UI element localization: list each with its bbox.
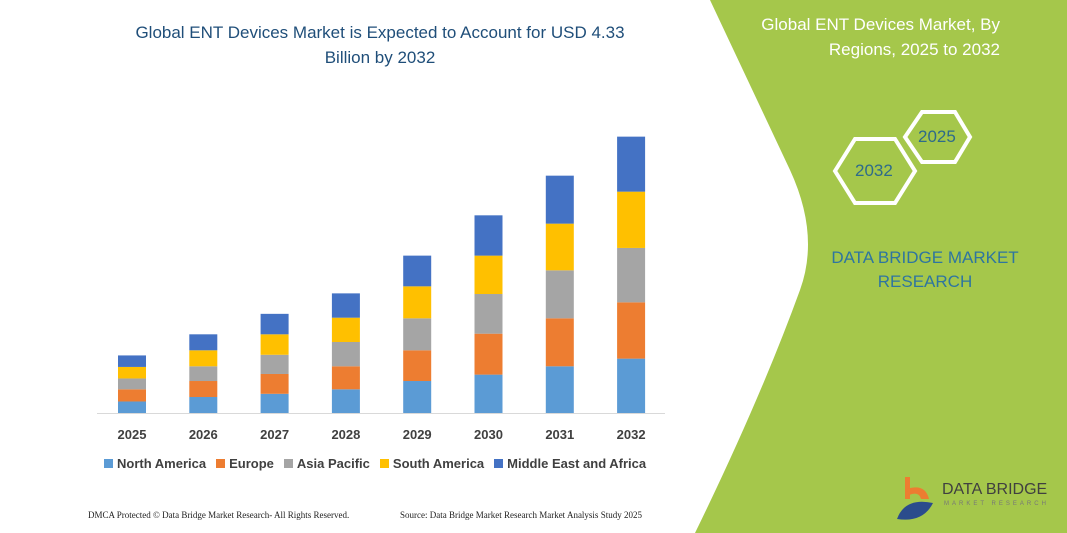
bar-2025-asia-pacific xyxy=(118,378,146,390)
legend-label: South America xyxy=(392,456,485,471)
legend-label: Asia Pacific xyxy=(296,456,370,471)
bar-2028-middle-east-and-africa xyxy=(331,293,360,318)
legend-label: Middle East and Africa xyxy=(507,456,647,471)
legend-label: North America xyxy=(117,456,207,471)
bar-2031-south-america xyxy=(545,223,574,271)
legend-item: Middle East and Africa xyxy=(494,456,646,471)
bar-2026-asia-pacific xyxy=(189,366,218,382)
logo-subtext: MARKET RESEARCH xyxy=(944,501,1049,507)
hex-year-2025: 2025 xyxy=(918,127,956,146)
bar-2025-south-america xyxy=(118,366,146,379)
bar-2027-asia-pacific xyxy=(260,354,289,374)
logo-text: DATA BRIDGE xyxy=(942,481,1048,498)
bar-2026-europe xyxy=(189,381,218,398)
legend-item: South America xyxy=(379,456,485,471)
bar-2028-south-america xyxy=(331,317,360,342)
legend-swatch xyxy=(283,459,293,468)
bar-2029-north-america xyxy=(403,381,432,413)
bar-2029-europe xyxy=(403,350,432,382)
legend-swatch xyxy=(379,459,389,468)
x-tick-label: 2027 xyxy=(260,427,289,442)
x-tick-label: 2028 xyxy=(331,427,360,442)
bar-2032-asia-pacific xyxy=(617,247,646,303)
legend-item: Europe xyxy=(216,456,274,471)
bar-2028-north-america xyxy=(331,389,360,413)
data-bridge-logo-icon xyxy=(897,477,933,520)
legend-item: Asia Pacific xyxy=(283,456,370,471)
bar-2028-asia-pacific xyxy=(331,341,360,367)
bar-2027-middle-east-and-africa xyxy=(260,313,289,335)
bar-2025-europe xyxy=(118,389,146,402)
bar-2031-north-america xyxy=(545,366,574,413)
bar-2028-europe xyxy=(331,366,360,390)
footer-copyright: DMCA Protected © Data Bridge Market Rese… xyxy=(88,510,350,520)
x-tick-label: 2025 xyxy=(118,427,147,442)
stacked-bar-chart: 2025 2026 2027 2028 2029 2030 2031 2032 xyxy=(97,136,665,442)
legend-swatch xyxy=(216,459,226,468)
x-tick-label: 2031 xyxy=(545,427,574,442)
x-tick-label: 2026 xyxy=(189,427,218,442)
bar-2027-north-america xyxy=(260,393,289,413)
hex-year-2032: 2032 xyxy=(855,161,893,180)
footer-source: Source: Data Bridge Market Research Mark… xyxy=(400,510,642,520)
bar-2030-middle-east-and-africa xyxy=(474,215,503,256)
bar-2030-south-america xyxy=(474,255,503,295)
brand-text: DATA BRIDGE MARKET RESEARCH xyxy=(831,248,1019,291)
bar-2032-north-america xyxy=(617,358,646,413)
bar-2032-south-america xyxy=(617,191,646,248)
bar-2032-europe xyxy=(617,302,646,359)
bar-2029-asia-pacific xyxy=(403,318,432,351)
bar-2032-middle-east-and-africa xyxy=(617,136,646,192)
side-panel-title: Global ENT Devices Market, By Regions, 2… xyxy=(761,15,1000,59)
bar-2026-north-america xyxy=(189,397,218,413)
bar-2029-middle-east-and-africa xyxy=(403,255,432,287)
bar-2030-asia-pacific xyxy=(474,294,503,334)
bar-2027-south-america xyxy=(260,334,289,355)
bar-2025-middle-east-and-africa xyxy=(118,355,146,367)
bar-2027-europe xyxy=(260,373,289,394)
bar-2030-europe xyxy=(474,333,503,375)
bar-2031-europe xyxy=(545,318,574,367)
x-tick-label: 2032 xyxy=(617,427,646,442)
bar-2030-north-america xyxy=(474,374,503,413)
hexagon-2025 xyxy=(902,110,973,164)
x-tick-label: 2030 xyxy=(474,427,503,442)
bar-2029-south-america xyxy=(403,286,432,319)
legend-swatch xyxy=(104,459,113,468)
hexagon-2032 xyxy=(832,137,918,205)
bar-2026-middle-east-and-africa xyxy=(189,334,218,351)
chart-title: Global ENT Devices Market is Expected to… xyxy=(135,23,625,67)
legend-item: North America xyxy=(104,456,206,471)
legend: North America Europe Asia Pacific South Ame… xyxy=(104,456,646,471)
bar-2031-asia-pacific xyxy=(545,270,574,319)
legend-swatch xyxy=(494,459,504,468)
bar-2025-north-america xyxy=(118,401,146,413)
x-tick-label: 2029 xyxy=(403,427,432,442)
bar-2031-middle-east-and-africa xyxy=(545,175,574,224)
bar-2026-south-america xyxy=(189,350,218,367)
legend-label: Europe xyxy=(229,456,274,471)
